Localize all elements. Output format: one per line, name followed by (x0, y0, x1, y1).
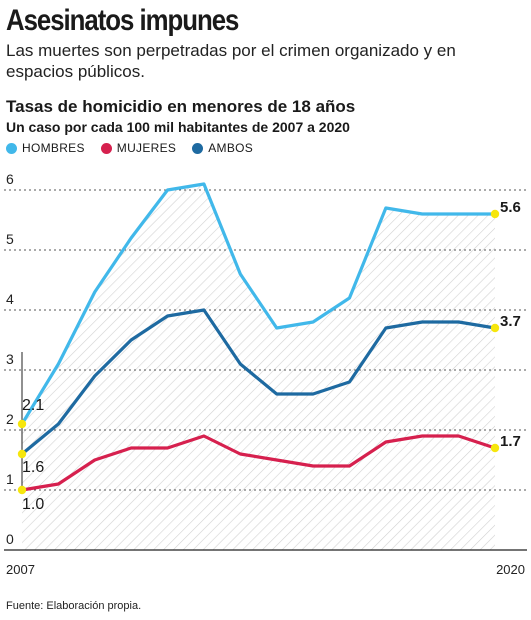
chart-legend: HOMBRES MUJERES AMBOS (6, 141, 253, 155)
subheadline: Las muertes son perpetradas por el crime… (6, 41, 456, 81)
series-lines (20, 182, 497, 492)
legend-swatch-hombres (6, 142, 17, 154)
series-line-mujeres (20, 434, 497, 492)
x-tick-label-end: 2020 (496, 562, 525, 577)
endpoint-marker-ambos-start (17, 449, 27, 459)
x-tick-label-start: 2007 (6, 562, 35, 577)
x-axis-tick-labels: 2007 2020 (6, 562, 525, 577)
data-label-start-hombres: 2.1 (22, 397, 44, 414)
source-note: Fuente: Elaboración propia. (6, 600, 142, 612)
y-tick-label: 0 (6, 531, 14, 547)
chart-title: Tasas de homicidio en menores de 18 años (6, 97, 356, 116)
endpoint-marker-mujeres-start (17, 485, 27, 495)
series-line-ambos (20, 308, 497, 456)
legend-swatch-mujeres (100, 142, 112, 154)
legend-label-hombres: HOMBRES (22, 141, 85, 155)
y-axis-tick-labels: 0 1 2 3 4 5 6 (6, 171, 14, 547)
endpoint-markers (17, 209, 500, 495)
hatched-area (22, 184, 495, 550)
y-tick-label: 2 (6, 411, 14, 427)
legend-item-ambos: AMBOS (192, 141, 253, 155)
data-label-end-mujeres: 1.7 (500, 433, 521, 450)
y-tick-label: 5 (6, 231, 14, 247)
data-label-end-ambos: 3.7 (500, 313, 521, 330)
legend-label-ambos: AMBOS (208, 141, 254, 155)
y-tick-label: 6 (6, 171, 14, 187)
legend-item-hombres: HOMBRES (6, 141, 85, 155)
y-tick-label: 1 (6, 471, 14, 487)
legend-label-mujeres: MUJERES (116, 141, 177, 155)
series-line-hombres (20, 182, 497, 426)
endpoint-marker-ambos-end (490, 323, 500, 333)
hatched-area-layer (22, 184, 495, 550)
y-tick-label: 3 (6, 351, 14, 367)
endpoint-marker-hombres-end (490, 209, 500, 219)
legend-swatch-ambos (192, 142, 204, 154)
endpoint-marker-mujeres-end (490, 443, 500, 453)
headline: Asesinatos impunes (6, 4, 239, 37)
data-label-end-hombres: 5.6 (500, 199, 521, 216)
data-label-start-mujeres: 1.0 (22, 496, 44, 513)
y-tick-label: 4 (6, 291, 14, 307)
data-label-start-ambos: 1.6 (22, 459, 44, 476)
legend-item-mujeres: MUJERES (100, 141, 177, 155)
data-labels: 2.1 5.6 1.0 1.7 1.6 3.7 (22, 199, 521, 513)
chart-subtitle: Un caso por cada 100 mil habitantes de 2… (6, 119, 350, 135)
endpoint-marker-hombres-start (17, 419, 27, 429)
